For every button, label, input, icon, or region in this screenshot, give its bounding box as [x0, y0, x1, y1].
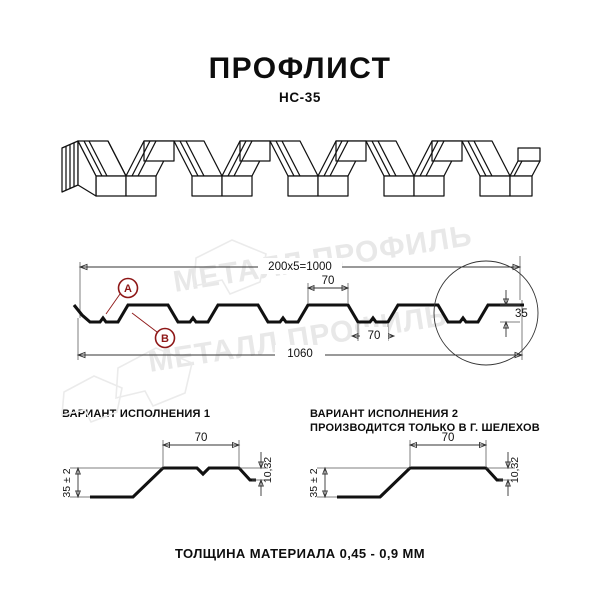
- callout-a-leader: [105, 293, 121, 315]
- variant-2-heading: ВАРИАНТ ИСПОЛНЕНИЯ 2 ПРОИЗВОДИТСЯ ТОЛЬКО…: [310, 407, 540, 435]
- page-title: ПРОФЛИСТ: [208, 52, 392, 85]
- watermark-logo-bottom: [61, 375, 123, 424]
- variant-1-drawing: 70 10,32 35 ± 2: [61, 432, 274, 499]
- dim-crest-width-label: 70: [322, 275, 335, 287]
- variant-2-heading-line-2: ПРОИЗВОДИТСЯ ТОЛЬКО В Г. ШЕЛЕХОВ: [310, 422, 540, 434]
- profile-cross-section-path: [72, 303, 524, 324]
- callout-b-leader: [131, 312, 158, 333]
- variant-2-dim-lip-label: 10,32: [509, 457, 521, 483]
- variant-2-drawing: 70 10,32 35 ± 2: [308, 432, 521, 499]
- variant-1-heading-line-1: ВАРИАНТ ИСПОЛНЕНИЯ 1: [62, 408, 211, 420]
- callout-b: B: [131, 312, 176, 349]
- dim-total-width-label: 1060: [287, 348, 313, 360]
- cross-section-drawing: 200x5=1000 1060 70 70 3: [72, 256, 539, 366]
- dim-pitch-label: 200x5=1000: [268, 261, 332, 273]
- variant-1-dim-height-label: 35 ± 2: [61, 468, 73, 497]
- callout-a-label: A: [124, 283, 132, 295]
- callout-a: A: [105, 277, 139, 315]
- isometric-corrugated-sheet: [61, 140, 541, 197]
- variant-2-dim-flange-label: 70: [442, 432, 455, 444]
- callout-b-circle: [154, 327, 176, 349]
- variant-1-profile-path: [90, 466, 256, 499]
- variant-1-dim-lip-label: 10,32: [262, 457, 274, 483]
- watermark-logo-upper: [193, 239, 267, 296]
- dim-height-label: 35: [515, 308, 528, 320]
- product-model: НС-35: [278, 90, 321, 105]
- dim-valley-width-label: 70: [368, 330, 381, 342]
- callout-a-circle: [117, 277, 139, 299]
- variant-2-heading-line-1: ВАРИАНТ ИСПОЛНЕНИЯ 2: [310, 408, 459, 420]
- callout-b-label: B: [161, 333, 169, 345]
- variant-1-dim-flange-label: 70: [195, 432, 208, 444]
- material-thickness-note: ТОЛЩИНА МАТЕРИАЛА 0,45 - 0,9 ММ: [175, 546, 425, 561]
- variant-2-dim-height-label: 35 ± 2: [308, 468, 320, 497]
- variant-1-heading: ВАРИАНТ ИСПОЛНЕНИЯ 1: [62, 407, 210, 421]
- variant-2-profile-path: [337, 466, 503, 499]
- detail-zoom-circle: [433, 260, 539, 366]
